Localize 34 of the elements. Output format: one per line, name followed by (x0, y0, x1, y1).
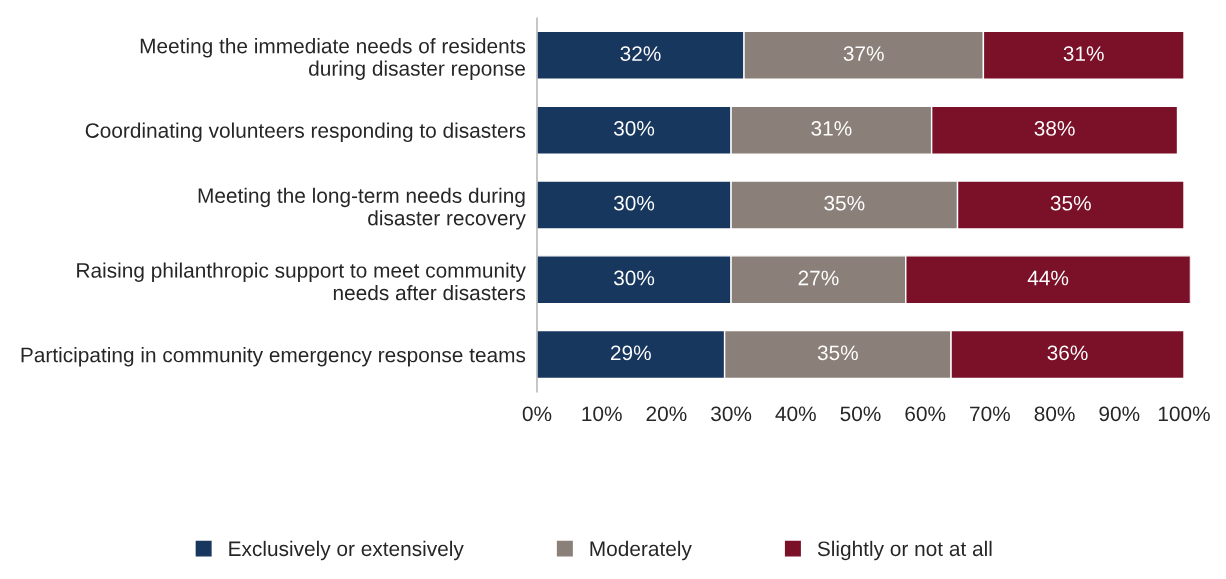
x-tick-label: 20% (646, 406, 687, 422)
y-tick-label: Meeting the immediate needs of residents during disaster reponse (140, 38, 526, 80)
data-label: 31% (1063, 46, 1104, 61)
x-tick-label: 50% (840, 406, 881, 422)
data-label: 30% (613, 121, 655, 136)
data-label: 30% (613, 195, 655, 211)
data-label: 32% (620, 46, 661, 61)
data-label: 44% (1027, 270, 1069, 286)
data-label: 35% (1050, 195, 1091, 211)
data-label: 27% (798, 270, 839, 286)
data-label: 35% (824, 195, 865, 211)
x-tick-label: 90% (1099, 406, 1140, 422)
x-tick-label: 40% (775, 406, 816, 422)
legend-label: Exclusively or extensively (229, 540, 464, 561)
legend-label: Slightly or not at all (817, 540, 992, 561)
data-label: 37% (843, 46, 884, 61)
data-label: 30% (613, 270, 655, 286)
data-label: 29% (611, 345, 651, 361)
x-tick-label: 0% (522, 406, 552, 422)
data-label: 36% (1047, 345, 1088, 361)
x-tick-label: 30% (711, 406, 752, 422)
data-label: 35% (817, 345, 858, 361)
y-tick-label: Participating in community emergency response teams (21, 347, 526, 367)
x-tick-label: 10% (582, 406, 622, 422)
y-tick-label: Raising philanthropic support to meet community needs after disasters (77, 262, 526, 301)
y-tick-label: Meeting the long-term needs during disaster recovery (198, 187, 526, 230)
y-tick-label: Coordinating volunteers responding to disasters (85, 122, 526, 143)
legend-label: Moderately (590, 540, 692, 561)
x-tick-label: 100% (1158, 406, 1210, 422)
x-tick-label: 70% (970, 406, 1010, 422)
data-label: 38% (1034, 121, 1075, 136)
data-label: 31% (811, 121, 852, 136)
x-tick-label: 60% (905, 406, 946, 422)
x-tick-label: 80% (1034, 406, 1075, 422)
